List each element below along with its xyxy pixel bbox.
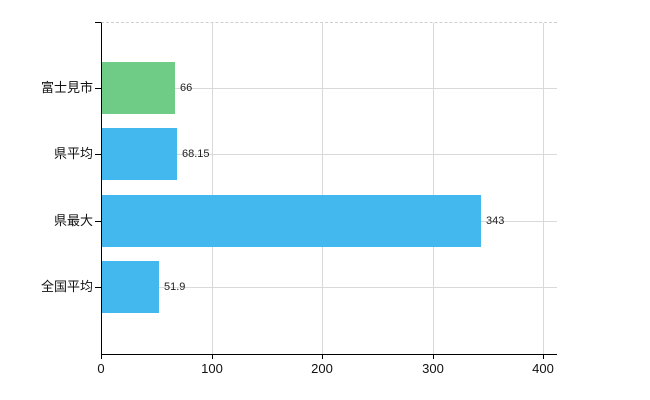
value-label: 343	[486, 215, 505, 227]
x-tick-label: 0	[97, 361, 105, 376]
y-axis-tick	[95, 88, 101, 89]
category-label: 全国平均	[40, 279, 93, 294]
vertical-gridline	[322, 23, 323, 354]
bar-県平均[interactable]	[102, 128, 177, 180]
x-axis-tick	[322, 355, 323, 359]
value-label: 66	[180, 82, 193, 94]
x-tick-label: 200	[311, 361, 333, 376]
horizontal-gridline	[102, 88, 557, 89]
y-axis-end-tick	[95, 22, 101, 23]
plot-area: 66 68.15 343 51.9	[101, 22, 557, 355]
x-axis-tick	[433, 355, 434, 359]
bar-富士見市[interactable]	[102, 62, 175, 114]
y-axis-tick	[95, 221, 101, 222]
horizontal-gridline	[102, 287, 557, 288]
x-tick-label: 300	[422, 361, 444, 376]
category-label: 富士見市	[40, 80, 93, 95]
x-axis-tick	[101, 355, 102, 359]
value-label: 68.15	[182, 148, 210, 160]
vertical-gridline	[543, 23, 544, 354]
bar-県最大[interactable]	[102, 195, 481, 247]
y-axis-tick	[95, 287, 101, 288]
category-label: 県平均	[53, 146, 93, 161]
category-label: 県最大	[53, 213, 93, 228]
horizontal-gridline	[102, 154, 557, 155]
value-label: 51.9	[164, 281, 186, 293]
x-tick-label: 100	[201, 361, 223, 376]
x-axis-tick	[543, 355, 544, 359]
vertical-gridline	[212, 23, 213, 354]
bar-全国平均[interactable]	[102, 261, 159, 313]
x-axis-tick	[212, 355, 213, 359]
x-tick-label: 400	[532, 361, 554, 376]
vertical-gridline	[433, 23, 434, 354]
y-axis-tick	[95, 154, 101, 155]
y-axis-labels: 富士見市県平均県最大全国平均	[0, 23, 93, 354]
